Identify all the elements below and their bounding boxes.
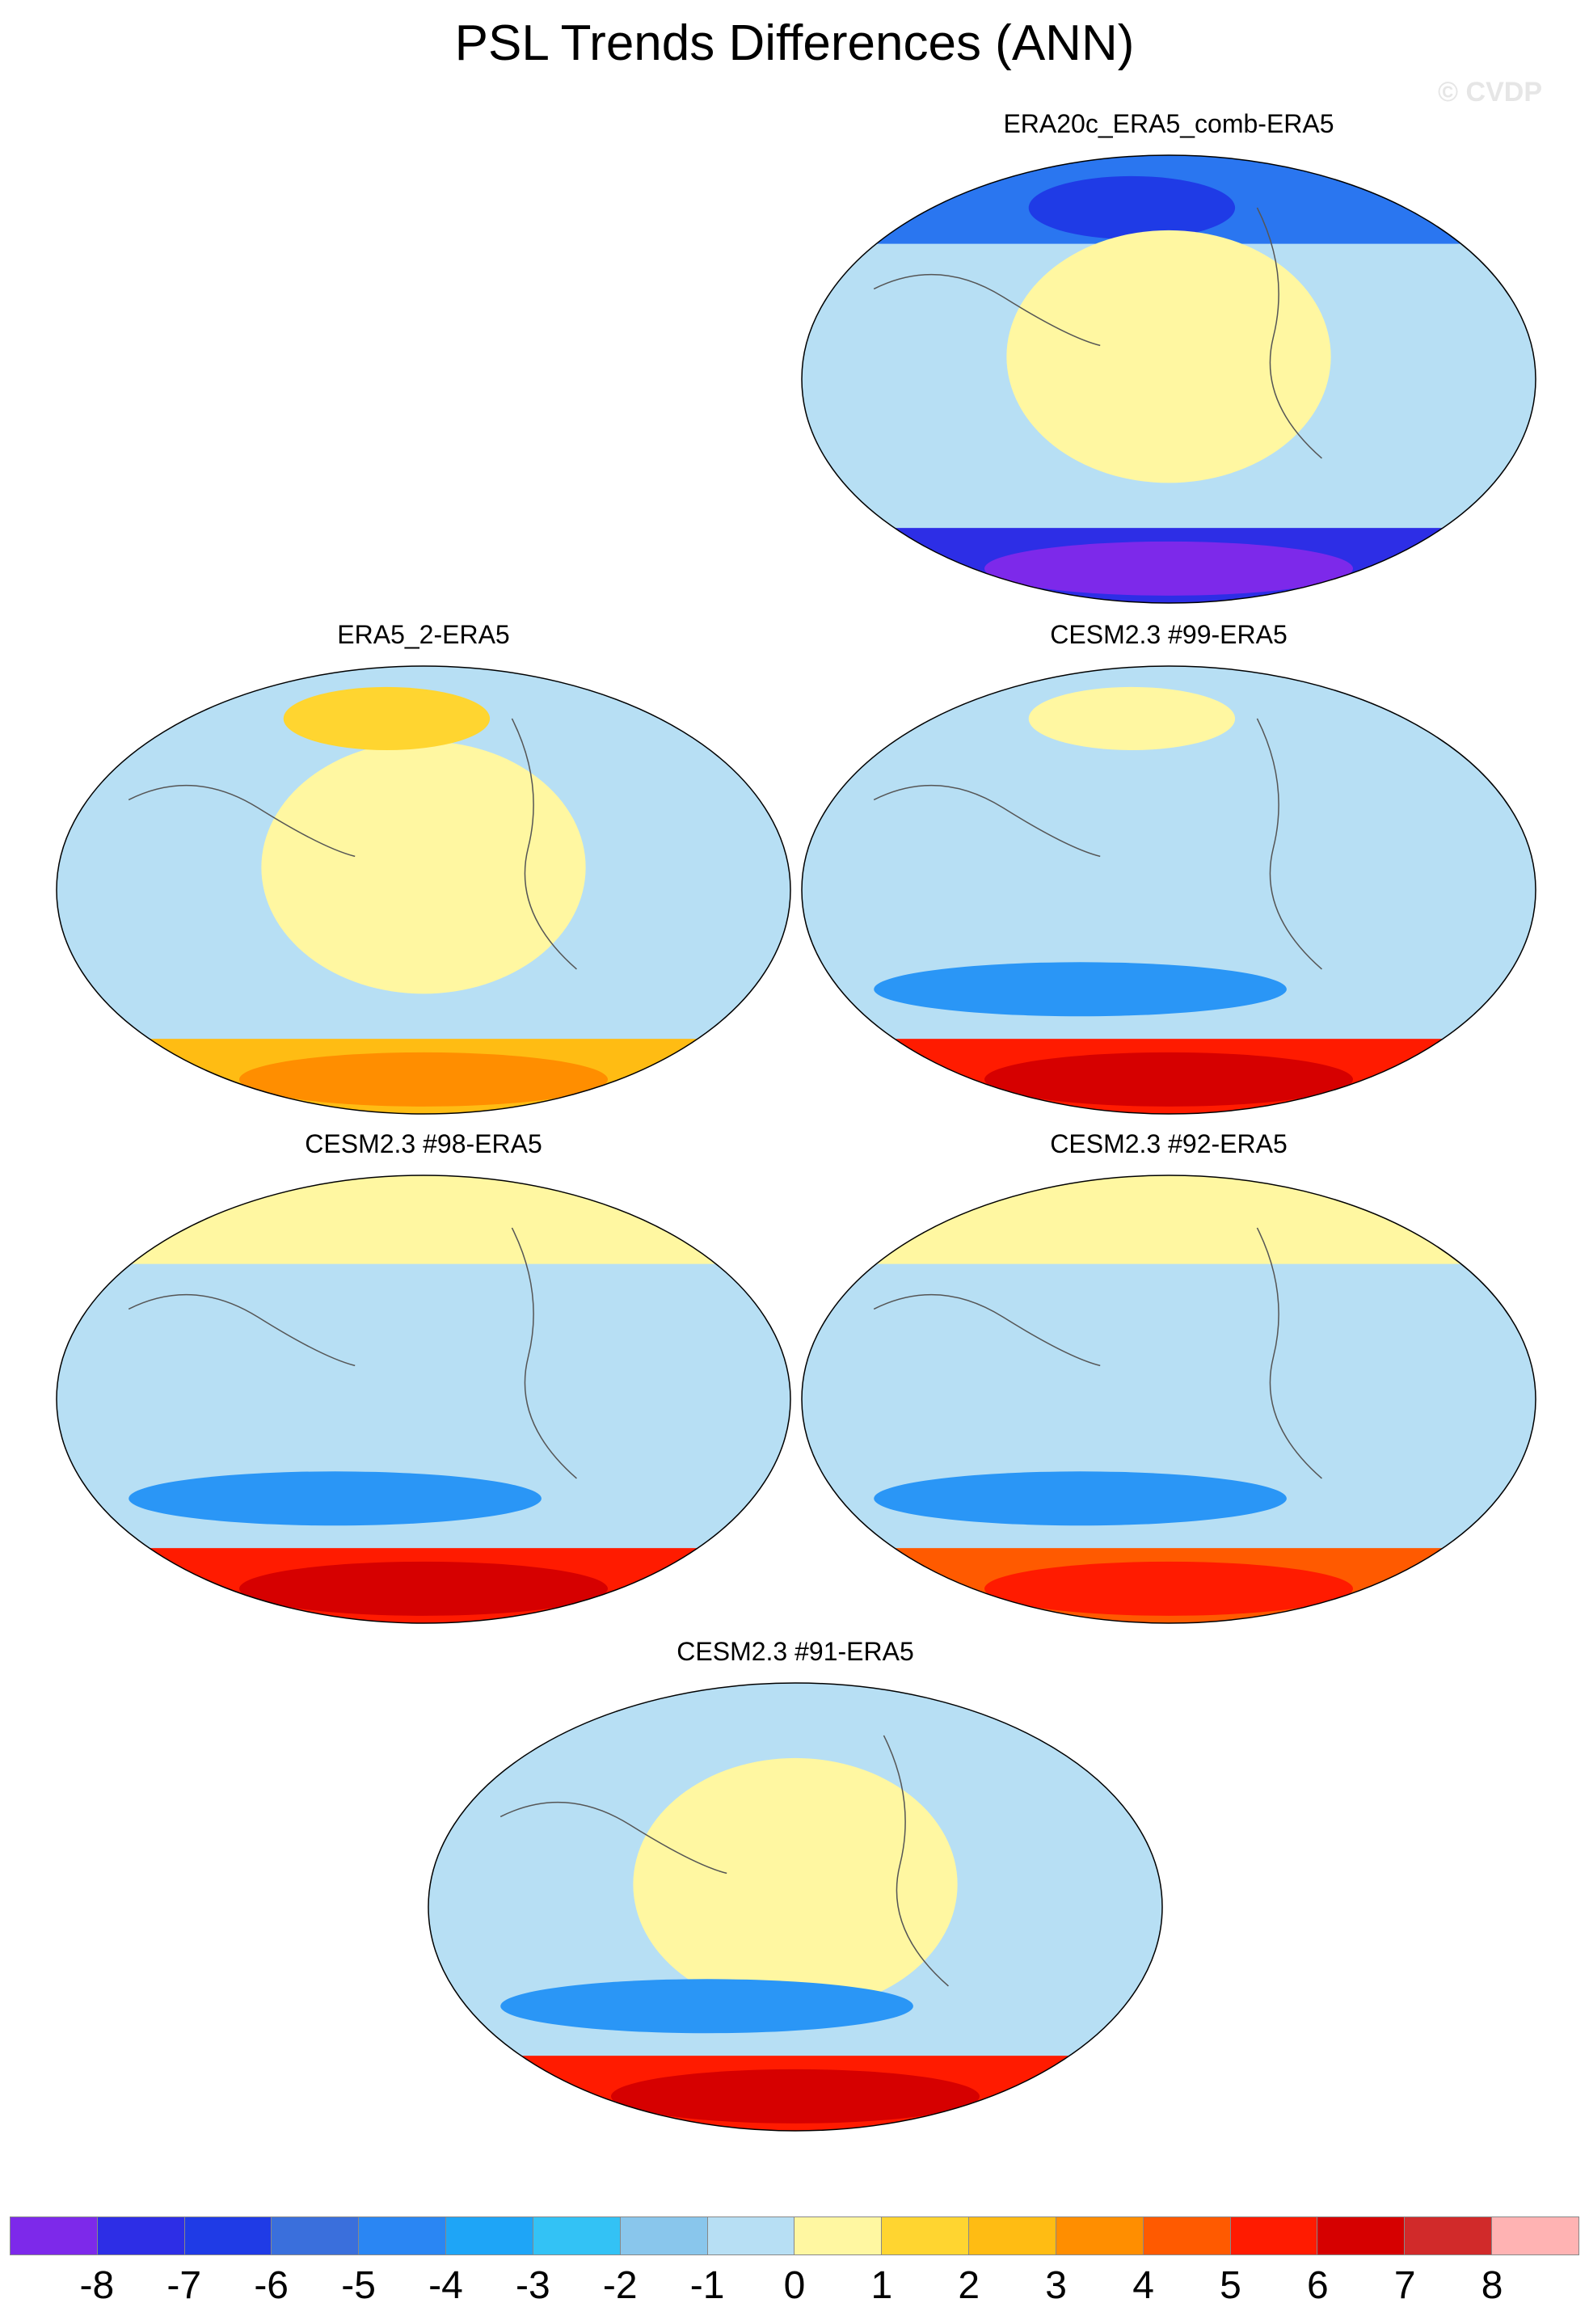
coastline [128,1227,577,1479]
contour-region-mid-blob [261,740,586,994]
coastline [499,1735,949,1987]
colorbar-box [11,2217,98,2254]
contour-region-s-spot [984,1052,1353,1107]
colorbar-box [359,2217,447,2254]
figure-title: PSL Trends Differences (ANN) [454,15,1135,71]
colorbar-box [882,2217,970,2254]
colorbar-tick-label: 4 [1132,2264,1154,2307]
colorbar-tick-label: 7 [1393,2264,1416,2307]
colorbar-tick-label: 1 [870,2264,893,2307]
coastline [873,1227,1322,1479]
colorbar-labels: -8 -7 -6 -5 -4 -3 -2 -1 0 1 2 3 4 5 6 7 8 [10,2263,1579,2312]
colorbar-box [1056,2217,1144,2254]
colorbar-tick-label: 8 [1481,2264,1503,2307]
contour-region-s-spot [611,2069,980,2124]
map-panel-cesm-99: CESM2.3 #99-ERA5 [800,620,1537,1116]
map-svg [801,154,1536,604]
panel-title: CESM2.3 #99-ERA5 [1050,620,1288,649]
colorbar-box [97,2217,185,2254]
contour-region-s-spot [239,1052,608,1107]
contour-region-s-spot [239,1561,608,1616]
map-svg [801,665,1536,1115]
colorbar-tick-label: -2 [602,2264,638,2307]
map-panel-cesm-98: CESM2.3 #98-ERA5 [55,1129,792,1625]
contour-region-s-blue [129,1471,542,1526]
coastline [873,207,1322,459]
contour-region-s-blue [874,962,1287,1017]
map-panel-era20c: ERA20c_ERA5_comb-ERA5 [800,109,1537,605]
colorbar-tick-label: 5 [1220,2264,1241,2307]
contour-region-n-spot [283,686,491,751]
colorbar-box [1492,2217,1578,2254]
map-svg [801,1175,1536,1624]
map-svg [56,665,791,1115]
colorbar-box [446,2217,533,2254]
colorbar-tick-label: -5 [341,2264,376,2307]
panel-title: ERA20c_ERA5_comb-ERA5 [1003,109,1334,138]
map-panel-cesm-92: CESM2.3 #92-ERA5 [800,1129,1537,1625]
colorbar-box [1317,2217,1406,2254]
colorbar-box [1405,2217,1493,2254]
colorbar-box [272,2217,360,2254]
map-border [428,1682,1163,2132]
contour-region-n-band [57,1175,790,1264]
map-border [801,154,1536,604]
colorbar-tick-label: -4 [428,2264,463,2307]
panel-title: CESM2.3 #91-ERA5 [676,1637,914,1666]
colorbar-box [184,2217,272,2254]
panel-title: ERA5_2-ERA5 [337,620,510,649]
contour-region-s-blue [500,1979,913,2034]
colorbar [10,2216,1579,2255]
contour-region-n-spot [1028,686,1236,751]
watermark: © CVDP [1438,77,1542,108]
colorbar-box [794,2217,883,2254]
colorbar-tick-label: 6 [1306,2264,1329,2307]
contour-region-s-spot [984,541,1353,596]
colorbar-box [533,2217,621,2254]
colorbar-box [969,2217,1056,2254]
panel-title: CESM2.3 #98-ERA5 [305,1129,542,1158]
contour-region-s-spot [984,1561,1353,1616]
contour-region-n-band [802,1175,1536,1264]
coastline [873,718,1322,970]
map-svg [428,1682,1163,2132]
contour-region-mid-blob [1006,230,1331,483]
colorbar-box [707,2217,795,2254]
contour-region-mid-blob [633,1757,958,2011]
map-panel-cesm-91: CESM2.3 #91-ERA5 [427,1637,1164,2132]
map-panel-era5-2: ERA5_2-ERA5 [55,620,792,1116]
colorbar-tick-label: -8 [79,2264,115,2307]
colorbar-tick-label: -3 [515,2264,550,2307]
map-border [56,1175,791,1624]
colorbar-tick-label: 0 [783,2264,806,2307]
contour-region-n-spot [1028,175,1236,240]
colorbar-tick-label: 3 [1045,2264,1068,2307]
colorbar-tick-label: -1 [689,2264,725,2307]
colorbar-tick-label: -6 [254,2264,289,2307]
contour-region-s-blue [874,1471,1287,1526]
colorbar-box [1143,2217,1231,2254]
panel-title: CESM2.3 #92-ERA5 [1050,1129,1288,1158]
colorbar-box [1230,2217,1318,2254]
map-svg [56,1175,791,1624]
colorbar-tick-label: 2 [958,2264,980,2307]
map-border [801,1175,1536,1624]
colorbar-box [620,2217,708,2254]
map-border [56,665,791,1115]
coastline [128,718,577,970]
colorbar-tick-label: -7 [166,2264,202,2307]
map-border [801,665,1536,1115]
